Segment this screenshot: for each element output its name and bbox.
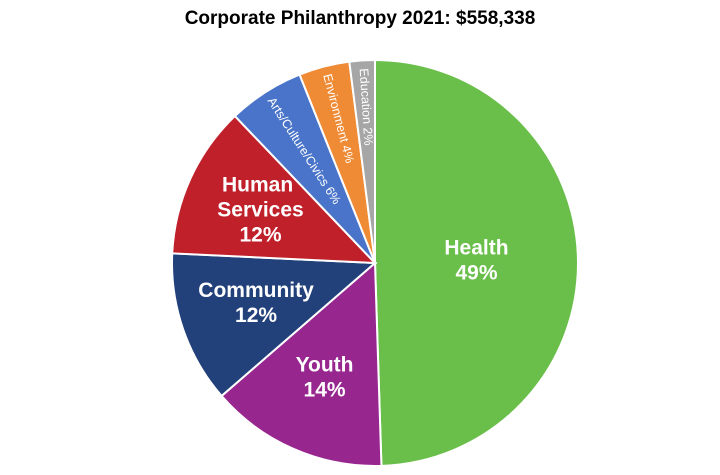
pie-slice (171, 114, 378, 265)
pie-slice (348, 58, 376, 264)
pie-slice (374, 58, 579, 467)
label-line: Human (222, 173, 299, 196)
chart-title: Corporate Philanthropy 2021: $558,338 (185, 8, 536, 29)
slice-label: Human Services (217, 173, 303, 221)
category-label: Education (356, 68, 374, 124)
value-label: 2% (360, 127, 375, 146)
value-label: 12% (239, 223, 281, 246)
slice-label: Youth (296, 353, 354, 376)
value-label: 4% (338, 144, 356, 165)
slice-label: Health (444, 236, 508, 259)
label-line: Services (217, 198, 303, 221)
value-label: 12% (235, 304, 277, 327)
slice-label: Education 2% (356, 68, 375, 146)
pie-slice (220, 260, 383, 467)
value-label: 14% (304, 378, 346, 401)
value-label: 49% (455, 261, 497, 284)
slice-label: Community (198, 279, 314, 302)
pie-slice (171, 252, 378, 398)
